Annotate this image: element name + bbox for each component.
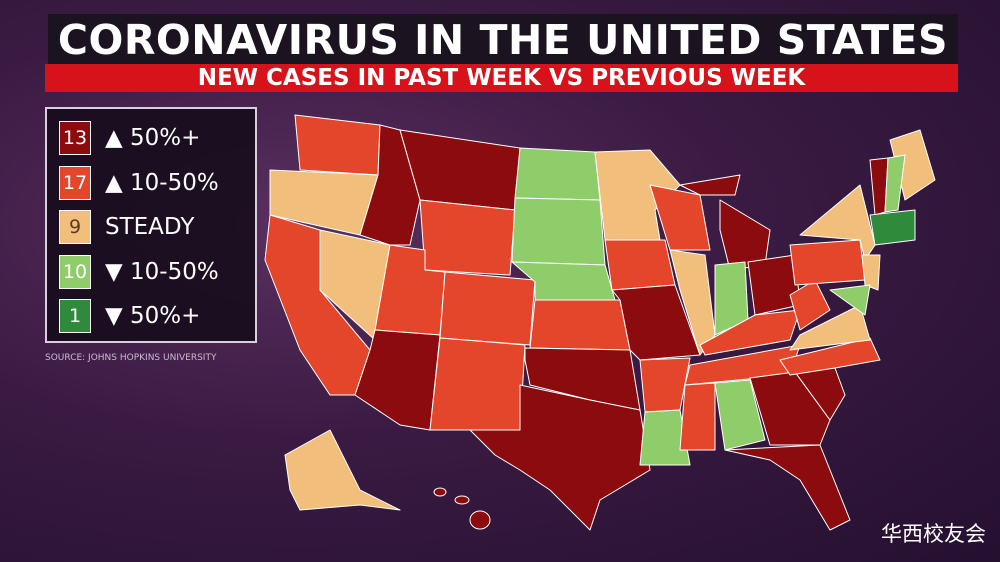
legend-count: 17	[59, 165, 91, 200]
watermark: 华西校友会	[881, 522, 986, 546]
legend-row: 13 ▲ 50%+	[59, 121, 200, 155]
legend-label: STEADY	[105, 214, 195, 240]
source: SOURCE: JOHNS HOPKINS UNIVERSITY	[45, 353, 217, 363]
legend-count: 1	[59, 299, 91, 333]
title: CORONAVIRUS IN THE UNITED STATES	[48, 14, 958, 64]
legend-row: 9 STEADY	[59, 210, 194, 244]
legend-row: 10 ▼ 10-50%	[59, 254, 219, 289]
legend-label: ▼ 50%+	[105, 303, 201, 329]
legend-label: ▼ 10-50%	[105, 258, 219, 285]
legend-label: ▲ 10-50%	[105, 169, 219, 196]
legend-row: 17 ▲ 10-50%	[59, 165, 219, 200]
legend-count: 9	[59, 210, 91, 244]
legend-label: ▲ 50%+	[105, 125, 201, 151]
legend: 13 ▲ 50%+ 17 ▲ 10-50% 9 STEADY 10 ▼ 10-50% 1 ▼ 50…	[45, 107, 257, 343]
legend-count: 13	[59, 121, 91, 155]
legend-row: 1 ▼ 50%+	[59, 299, 200, 333]
legend-count: 10	[59, 254, 91, 289]
subtitle: NEW CASES IN PAST WEEK VS PREVIOUS WEEK	[45, 64, 958, 92]
